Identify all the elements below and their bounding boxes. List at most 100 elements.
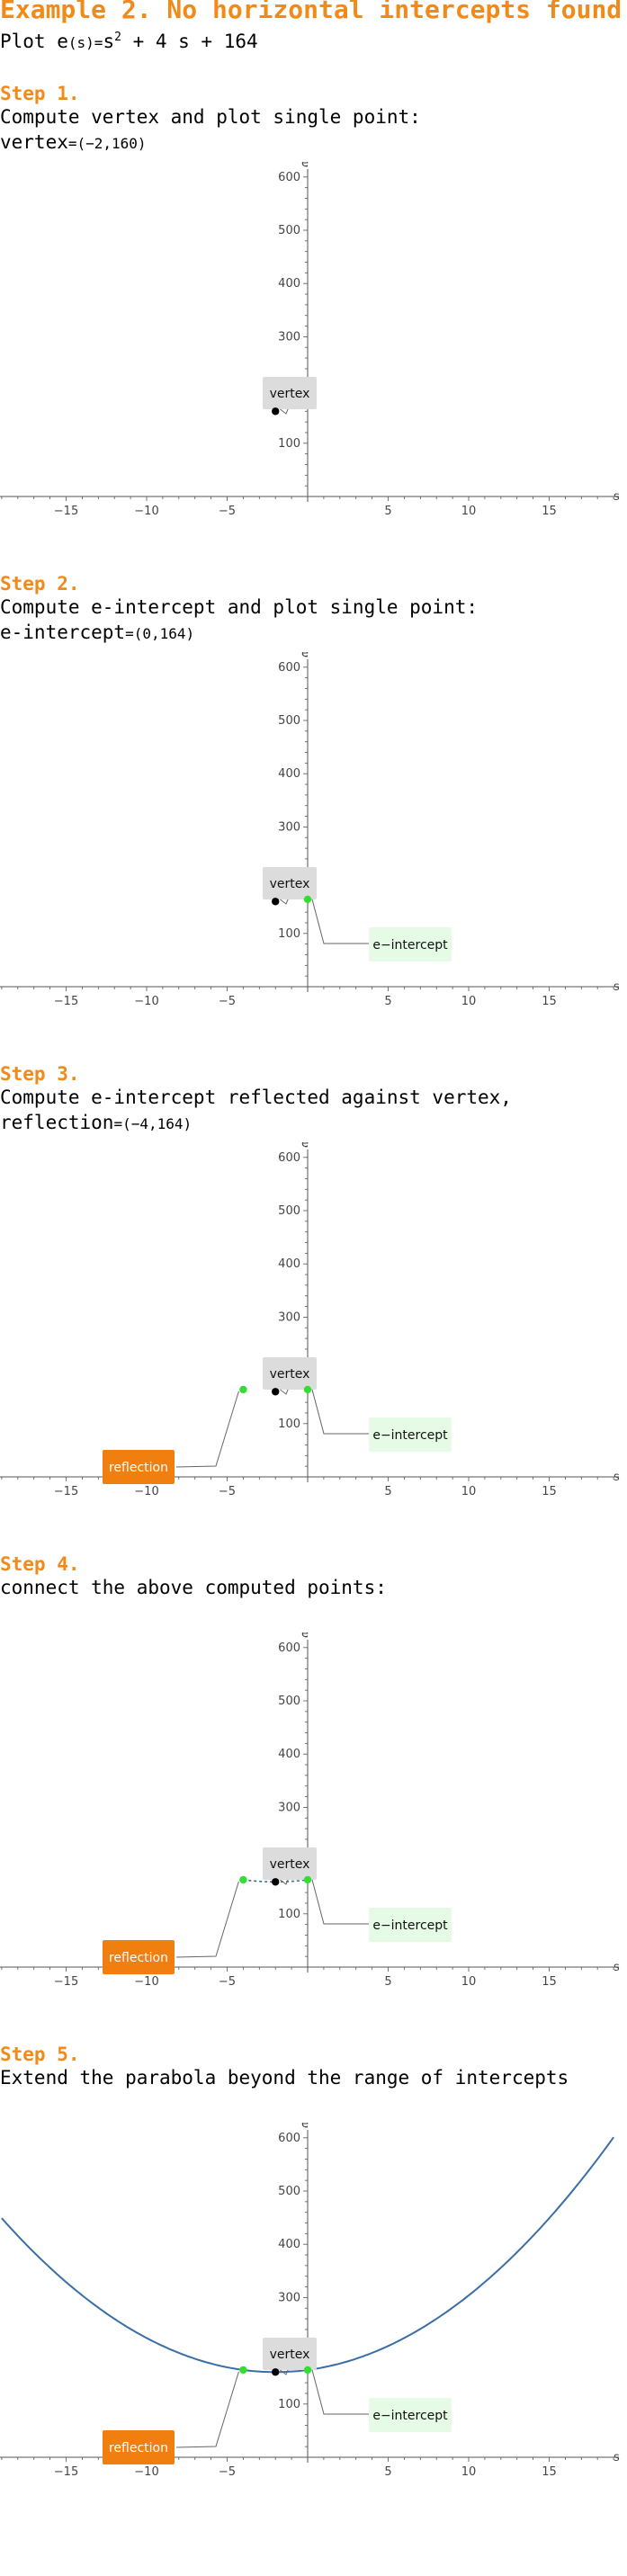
vertex-label-box	[263, 1847, 317, 1880]
reflection-point	[239, 1875, 247, 1884]
step-description: connect the above computed points:	[0, 1577, 387, 1598]
e-intercept-leader-line	[311, 2369, 369, 2415]
x-axis-label: s	[614, 1961, 620, 1974]
x-tick-label: 15	[542, 1975, 557, 1989]
reflection-label: reflection	[109, 1461, 168, 1475]
e-intercept-label-box	[369, 2398, 452, 2432]
y-tick-label: 100	[278, 927, 300, 941]
y-tick-label: 500	[278, 1695, 300, 1708]
e-intercept-leader-line	[311, 899, 369, 944]
x-tick-label: 5	[384, 1485, 391, 1498]
step-title: Step 3.	[0, 1063, 80, 1085]
y-axis-label: e	[301, 2123, 309, 2131]
step-title: Step 1.	[0, 83, 80, 104]
vertex-label-box	[263, 867, 317, 899]
vertex-label: vertex	[270, 387, 310, 401]
step-5: Step 5. Extend the parabola beyond the ra…	[0, 2044, 627, 2090]
step-result: e-intercept=(0,164)	[0, 620, 627, 647]
step-4: Step 4. connect the above computed points…	[0, 1553, 627, 1600]
step-result: vertex=(−2,160)	[0, 130, 627, 157]
function-variable: s	[103, 31, 115, 52]
x-tick-label: −15	[54, 1975, 78, 1989]
page-title: Example 2. No horizontal intercepts foun…	[0, 0, 623, 24]
e-intercept-point	[303, 1385, 312, 1394]
plot-5: −15−10−551015100200300400500600severtexe…	[0, 2123, 627, 2518]
plot-1: −15−10−551015100200300400500600severtex	[0, 162, 627, 558]
x-tick-label: 5	[384, 1975, 391, 1989]
x-tick-label: −5	[219, 2465, 236, 2479]
x-tick-label: 15	[542, 505, 557, 518]
x-tick-label: 15	[542, 2465, 557, 2479]
e-intercept-point	[303, 2366, 312, 2375]
function-exponent: 2	[114, 31, 121, 44]
e-intercept-label-box	[369, 1908, 452, 1942]
e-intercept-point	[303, 895, 312, 904]
y-tick-label: 500	[278, 1204, 300, 1218]
y-tick-label: 400	[278, 1748, 300, 1761]
x-tick-label: −10	[134, 1485, 158, 1498]
function-definition: Plot e(s)=s2 + 4 s + 164	[0, 31, 258, 52]
step-1: Step 1. Compute vertex and plot single po…	[0, 83, 627, 157]
vertex-label-box	[263, 1357, 317, 1390]
y-tick-label: 600	[278, 1641, 300, 1655]
x-axis-label: s	[614, 490, 620, 504]
step-description: Extend the parabola beyond the range of …	[0, 2067, 569, 2089]
step-2: Step 2. Compute e-intercept and plot sing…	[0, 573, 627, 647]
x-tick-label: −15	[54, 505, 78, 518]
result-equals: =	[113, 1115, 123, 1132]
y-axis-label: e	[301, 652, 309, 660]
y-tick-label: 400	[278, 767, 300, 781]
chart-svg: −15−10−551015100200300400500600severtexe…	[0, 652, 620, 1008]
x-tick-label: 10	[461, 1485, 477, 1498]
x-tick-label: 10	[461, 995, 477, 1008]
chart-svg: −15−10−551015100200300400500600severtexe…	[0, 1142, 620, 1498]
y-tick-label: 400	[278, 2238, 300, 2251]
reflection-leader-line	[175, 2371, 239, 2448]
result-equals: =	[67, 135, 77, 152]
y-tick-label: 100	[278, 2398, 300, 2411]
result-label: e-intercept	[0, 622, 126, 643]
x-tick-label: −5	[219, 1485, 236, 1498]
x-tick-label: 5	[384, 995, 391, 1008]
result-equals: =	[125, 625, 134, 642]
x-axis-label: s	[614, 2451, 620, 2464]
reflection-label-box	[103, 1940, 175, 1974]
chart-svg: −15−10−551015100200300400500600severtexe…	[0, 2123, 620, 2479]
x-axis-label: s	[614, 980, 620, 994]
x-tick-label: 5	[384, 2465, 391, 2479]
plot-2: −15−10−551015100200300400500600severtexe…	[0, 652, 627, 1048]
x-tick-label: −10	[134, 2465, 158, 2479]
x-tick-label: −10	[134, 505, 158, 518]
x-tick-label: −10	[134, 1975, 158, 1989]
y-tick-label: 100	[278, 1418, 300, 1431]
y-tick-label: 100	[278, 1908, 300, 1921]
y-tick-label: 300	[278, 1801, 300, 1814]
vertex-label: vertex	[270, 877, 310, 891]
reflection-point	[239, 1385, 247, 1394]
y-tick-label: 600	[278, 1151, 300, 1165]
y-axis-label: e	[301, 1142, 309, 1150]
function-arg: (s)	[67, 34, 94, 51]
plot-prefix: Plot	[0, 31, 46, 52]
e-intercept-leader-line	[311, 1879, 369, 1925]
y-tick-label: 300	[278, 1310, 300, 1324]
x-axis-label: s	[614, 1471, 620, 1484]
e-intercept-label: e−intercept	[372, 938, 448, 953]
plot-4: −15−10−551015100200300400500600severtexe…	[0, 1632, 627, 2028]
y-tick-label: 500	[278, 2185, 300, 2198]
y-tick-label: 600	[278, 661, 300, 675]
result-value: (−2,160)	[76, 135, 147, 152]
x-tick-label: −5	[219, 1975, 236, 1989]
step-description: Compute e-intercept and plot single poin…	[0, 596, 479, 618]
y-tick-label: 500	[278, 714, 300, 728]
vertex-point	[272, 1878, 280, 1886]
reflection-label-box	[103, 2430, 175, 2464]
chart-svg: −15−10−551015100200300400500600severtex	[0, 162, 620, 518]
y-tick-label: 600	[278, 2132, 300, 2145]
y-tick-label: 300	[278, 820, 300, 834]
step-3: Step 3. Compute e-intercept reflected aga…	[0, 1063, 627, 1137]
y-tick-label: 600	[278, 171, 300, 184]
reflection-leader-line	[175, 1881, 239, 1958]
x-tick-label: 15	[542, 1485, 557, 1498]
y-tick-label: 300	[278, 2291, 300, 2304]
